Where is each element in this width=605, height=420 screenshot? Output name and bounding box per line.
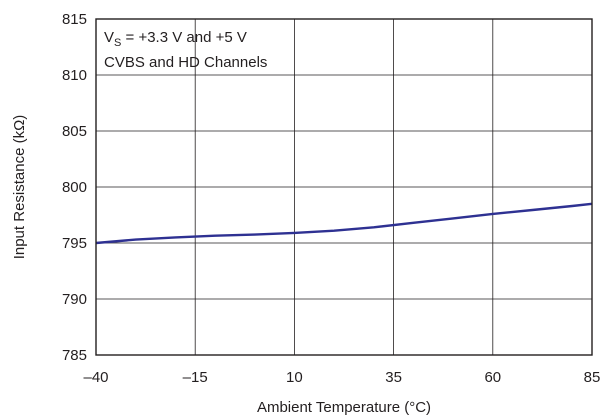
- annotation-supply-rest: = +3.3 V and +5 V: [121, 29, 247, 46]
- annotation-v: V: [104, 29, 114, 46]
- x-tick-label: –40: [83, 369, 108, 386]
- annotation-subscript: S: [114, 37, 121, 49]
- x-axis-label: Ambient Temperature (°C): [257, 399, 431, 416]
- series-line: [95, 202, 593, 245]
- y-tick-label: 785: [62, 347, 87, 364]
- y-tick-labels: 785 790 795 800 805 810 815: [62, 11, 87, 364]
- annotation-channels: CVBS and HD Channels: [104, 54, 267, 71]
- x-tick-label: 60: [484, 369, 501, 386]
- y-tick-label: 800: [62, 179, 87, 196]
- y-axis-label: Input Resistance (kΩ): [11, 115, 28, 260]
- x-tick-label: 10: [286, 369, 303, 386]
- annotation-supply-voltage: VS = +3.3 V and +5 V: [104, 29, 247, 49]
- x-tick-label: 85: [584, 369, 601, 386]
- series-lines: [95, 202, 593, 245]
- x-tick-label: 35: [385, 369, 402, 386]
- plot-frame: [95, 18, 593, 356]
- y-tick-label: 795: [62, 235, 87, 252]
- y-tick-label: 805: [62, 123, 87, 140]
- y-tick-label: 810: [62, 67, 87, 84]
- grid-lines: [96, 19, 592, 355]
- x-tick-label: –15: [183, 369, 208, 386]
- y-tick-label: 815: [62, 11, 87, 28]
- y-tick-label: 790: [62, 291, 87, 308]
- x-tick-labels: –40 –15 10 35 60 85: [83, 369, 600, 386]
